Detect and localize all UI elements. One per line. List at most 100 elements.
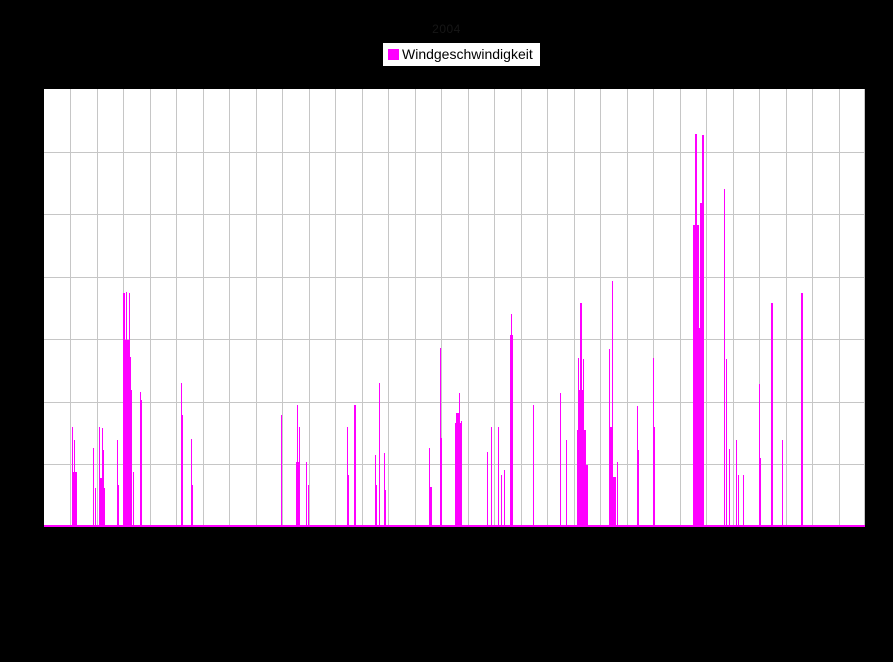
wind-speed-bar — [560, 393, 561, 527]
wind-speed-bar — [280, 472, 282, 527]
chart-title: 2004 — [432, 22, 461, 36]
wind-speed-bar — [729, 449, 731, 527]
horizontal-gridline — [44, 464, 865, 465]
wind-speed-bar — [99, 427, 100, 527]
horizontal-gridline — [44, 402, 865, 403]
legend-swatch-icon — [388, 49, 399, 60]
horizontal-gridline — [44, 277, 865, 278]
vertical-gridline — [574, 89, 575, 527]
wind-speed-bar — [117, 485, 119, 527]
wind-speed-bar — [724, 189, 725, 527]
vertical-gridline — [229, 89, 230, 527]
wind-speed-bar — [103, 450, 105, 527]
wind-speed-bar — [378, 383, 380, 527]
wind-speed-bar — [737, 475, 739, 527]
wind-speed-bar — [307, 485, 309, 527]
horizontal-gridline — [44, 339, 865, 340]
wind-speed-bar — [428, 487, 431, 527]
wind-speed-bar — [498, 427, 499, 527]
wind-speed-bar — [99, 488, 105, 527]
vertical-gridline — [600, 89, 601, 527]
vertical-gridline — [653, 89, 654, 527]
wind-speed-bar — [617, 462, 618, 527]
wind-speed-bar — [353, 405, 356, 527]
wind-speed-bar — [782, 440, 784, 527]
vertical-gridline — [759, 89, 760, 527]
wind-speed-bar — [461, 421, 462, 527]
vertical-gridline — [733, 89, 734, 527]
wind-speed-bar — [140, 392, 141, 527]
wind-speed-bar — [487, 452, 488, 527]
wind-speed-bar — [636, 450, 639, 527]
legend: Windgeschwindigkeit — [383, 43, 540, 66]
vertical-gridline — [176, 89, 177, 527]
vertical-gridline — [282, 89, 283, 527]
vertical-gridline — [70, 89, 71, 527]
vertical-gridline — [203, 89, 204, 527]
horizontal-gridline — [44, 152, 865, 153]
vertical-gridline — [547, 89, 548, 527]
vertical-gridline — [521, 89, 522, 527]
wind-speed-bar — [347, 475, 349, 527]
wind-speed-bar — [123, 390, 132, 527]
plot-area — [44, 89, 865, 527]
wind-speed-bar — [132, 472, 135, 527]
wind-speed-bar — [298, 427, 300, 527]
vertical-gridline — [97, 89, 98, 527]
vertical-gridline — [468, 89, 469, 527]
wind-speed-bar — [74, 440, 75, 527]
wind-speed-bar — [566, 440, 567, 527]
wind-speed-bar — [559, 477, 562, 527]
wind-speed-bar — [759, 384, 761, 527]
wind-speed-bar — [609, 477, 616, 527]
wind-speed-bar — [455, 423, 461, 527]
x-axis-baseline — [44, 525, 865, 527]
wind-speed-bar — [693, 225, 699, 527]
vertical-gridline — [415, 89, 416, 527]
wind-speed-bar — [743, 475, 745, 527]
vertical-gridline — [812, 89, 813, 527]
vertical-gridline — [494, 89, 495, 527]
wind-speed-bar — [181, 415, 183, 527]
vertical-gridline — [441, 89, 442, 527]
wind-speed-bar — [117, 440, 119, 527]
wind-speed-bar — [374, 485, 377, 527]
wind-speed-bar — [491, 427, 493, 527]
wind-speed-bar — [801, 293, 803, 527]
wind-speed-bar — [725, 359, 728, 527]
wind-speed-bar — [190, 485, 193, 527]
vertical-gridline — [839, 89, 840, 527]
wind-speed-bar — [652, 427, 655, 527]
vertical-gridline — [362, 89, 363, 527]
vertical-gridline — [309, 89, 310, 527]
vertical-gridline — [150, 89, 151, 527]
vertical-gridline — [388, 89, 389, 527]
wind-speed-bar — [584, 465, 588, 527]
vertical-gridline — [786, 89, 787, 527]
wind-speed-bar — [94, 488, 96, 527]
wind-speed-bar — [93, 448, 95, 527]
wind-speed-bar — [565, 490, 568, 527]
vertical-gridline — [256, 89, 257, 527]
wind-speed-bar — [431, 487, 433, 527]
wind-speed-bar — [611, 281, 614, 527]
wind-speed-bar — [440, 438, 442, 527]
wind-speed-bar — [501, 475, 503, 527]
wind-speed-bar — [759, 458, 761, 527]
wind-speed-bar — [736, 440, 737, 527]
wind-speed-bar — [509, 335, 513, 527]
wind-speed-bar — [296, 462, 299, 527]
wind-speed-bar — [800, 411, 803, 527]
vertical-gridline — [627, 89, 628, 527]
wind-speed-bar — [141, 400, 143, 527]
legend-label: Windgeschwindigkeit — [402, 46, 533, 62]
wind-speed-bar — [383, 490, 386, 527]
wind-speed-bar — [280, 415, 282, 527]
wind-speed-bar — [609, 349, 611, 527]
vertical-gridline — [335, 89, 336, 527]
wind-speed-bar — [440, 348, 442, 527]
horizontal-gridline — [44, 214, 865, 215]
wind-speed-bar — [577, 430, 586, 527]
wind-speed-bar — [533, 405, 534, 527]
